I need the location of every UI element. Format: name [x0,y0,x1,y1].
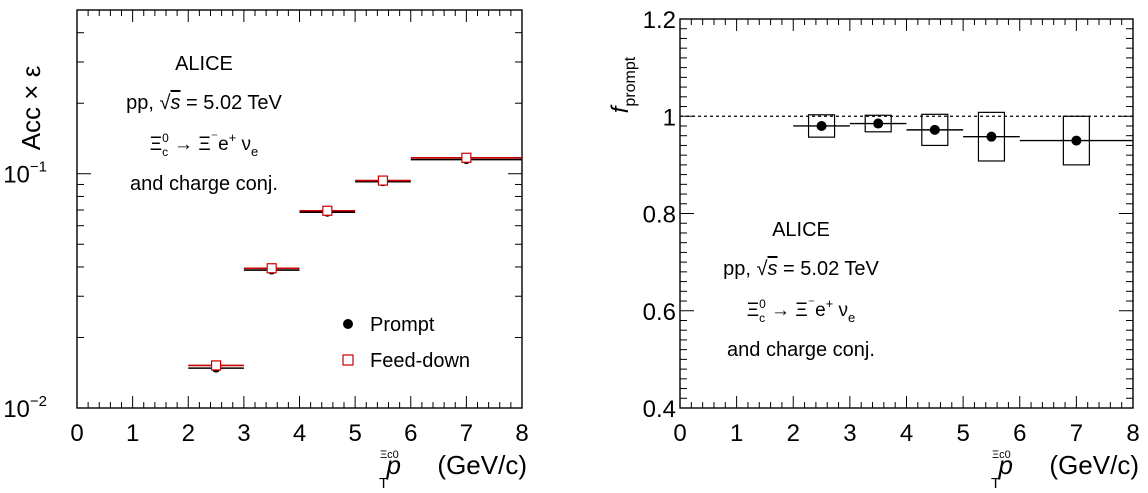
system-label: pp, [723,258,751,280]
x-tick-label: 5 [348,420,361,447]
y-axis-sub: prompt [622,56,639,106]
x-tick-label: 2 [787,420,800,447]
x-tick-label: 7 [460,420,473,447]
feed-down-marker [461,152,472,163]
decay-plus: + [826,296,834,311]
energy-value: = 5.02 TeV [783,258,879,280]
decay-nu-sub: e [251,144,258,159]
legend-label: Prompt [370,314,435,336]
experiment-label: ALICE [175,53,233,75]
y-tick-label: 0.4 [643,396,676,423]
decay-nu: ν [839,300,849,321]
decay-sup: 0 [759,297,766,311]
x-axis-sup: Ξc0 [992,449,1011,461]
y-tick-label: 10−1 [3,159,47,189]
prompt-fraction-marker [1071,135,1082,146]
decay-e: e [815,300,826,321]
charge-conj-label: and charge conj. [727,339,875,361]
y-axis-var: f [607,104,634,113]
x-axis-sub: T [991,475,1000,492]
decay-minus: ⁻ [211,129,218,145]
prompt-fraction-marker [816,120,827,131]
x-axis-title: p (GeV/c) [998,450,1139,480]
system-label: pp, [126,92,154,114]
feed-down-marker [322,205,333,216]
x-tick-label: 8 [515,420,528,447]
x-tick-label: 1 [126,420,139,447]
x-tick-label: 2 [182,420,195,447]
x-tick-label: 0 [70,420,83,447]
sqrt-sign: √ [751,258,768,280]
decay-nu-sub: e [848,310,855,325]
decay-arrow: → Ξ [174,134,211,155]
decay-label: Ξc0 → Ξ⁻e+ νe [150,129,259,159]
x-tick-label: 6 [1013,420,1026,447]
y-tick-label: 10−2 [3,393,47,423]
prompt-fraction-marker [873,118,884,129]
y-axis-title: Acc × ε [16,65,46,150]
decay-label: Ξc0 → Ξ⁻e+ νe [747,295,856,325]
decay-e: e [218,134,229,155]
decay-xi: Ξ [747,300,759,321]
x-axis-spacer [1013,450,1049,480]
experiment-label: ALICE [772,219,830,241]
y-tick-label: 1 [663,104,676,131]
y-tick-base: 10 [3,162,30,189]
energy-label: pp, √s = 5.02 TeV [126,92,282,114]
x-axis-sup: Ξc0 [380,449,399,461]
x-tick-label: 5 [956,420,969,447]
decay-sub: c [759,311,765,325]
x-axis-title: p (GeV/c) [386,450,527,480]
sqrt-sign: √ [154,92,171,114]
x-tick-label: 6 [404,420,417,447]
decay-nu: ν [242,134,252,155]
y-tick-label: 0.6 [643,299,676,326]
x-tick-label: 1 [730,420,743,447]
x-tick-label: 3 [843,420,856,447]
y-tick-label: 0.8 [643,202,676,229]
legend-prompt-marker [343,319,353,329]
x-tick-label: 3 [237,420,250,447]
decay-sub: c [162,145,168,159]
prompt-fraction-marker [929,124,940,135]
y-axis-title: fprompt [607,56,639,113]
decay-xi: Ξ [150,134,162,155]
energy-value: = 5.02 TeV [186,92,282,114]
prompt-fraction-marker [986,131,997,142]
energy-label: pp, √s = 5.02 TeV [723,258,879,280]
x-axis-var: p [998,450,1013,480]
x-axis-var: p [386,450,401,480]
x-tick-label: 4 [293,420,306,447]
decay-sup: 0 [162,131,169,145]
s-var: s [767,258,777,280]
decay-arrow: → Ξ [771,300,808,321]
decay-plus: + [229,130,237,145]
x-tick-label: 4 [900,420,913,447]
y-tick-label: 1.2 [643,7,676,34]
x-tick-label: 8 [1126,420,1139,447]
feed-down-marker [377,175,389,186]
x-tick-label: 0 [673,420,686,447]
y-tick-exp: −1 [30,159,47,176]
legend-feed-down-marker [342,354,354,366]
decay-minus: ⁻ [808,295,815,311]
charge-conj-label: and charge conj. [130,173,278,195]
plot-frame [76,9,523,409]
y-tick-exp: −2 [30,393,47,410]
x-tick-label: 7 [1070,420,1083,447]
feed-down-marker [266,263,277,274]
x-axis-unit: (GeV/c) [1049,450,1139,480]
x-axis-sub: T [379,475,388,492]
feed-down-marker [210,360,222,371]
s-var: s [170,92,180,114]
y-tick-base: 10 [3,396,30,423]
legend-label: Feed-down [370,350,470,372]
x-axis-spacer [401,450,437,480]
x-axis-unit: (GeV/c) [437,450,527,480]
